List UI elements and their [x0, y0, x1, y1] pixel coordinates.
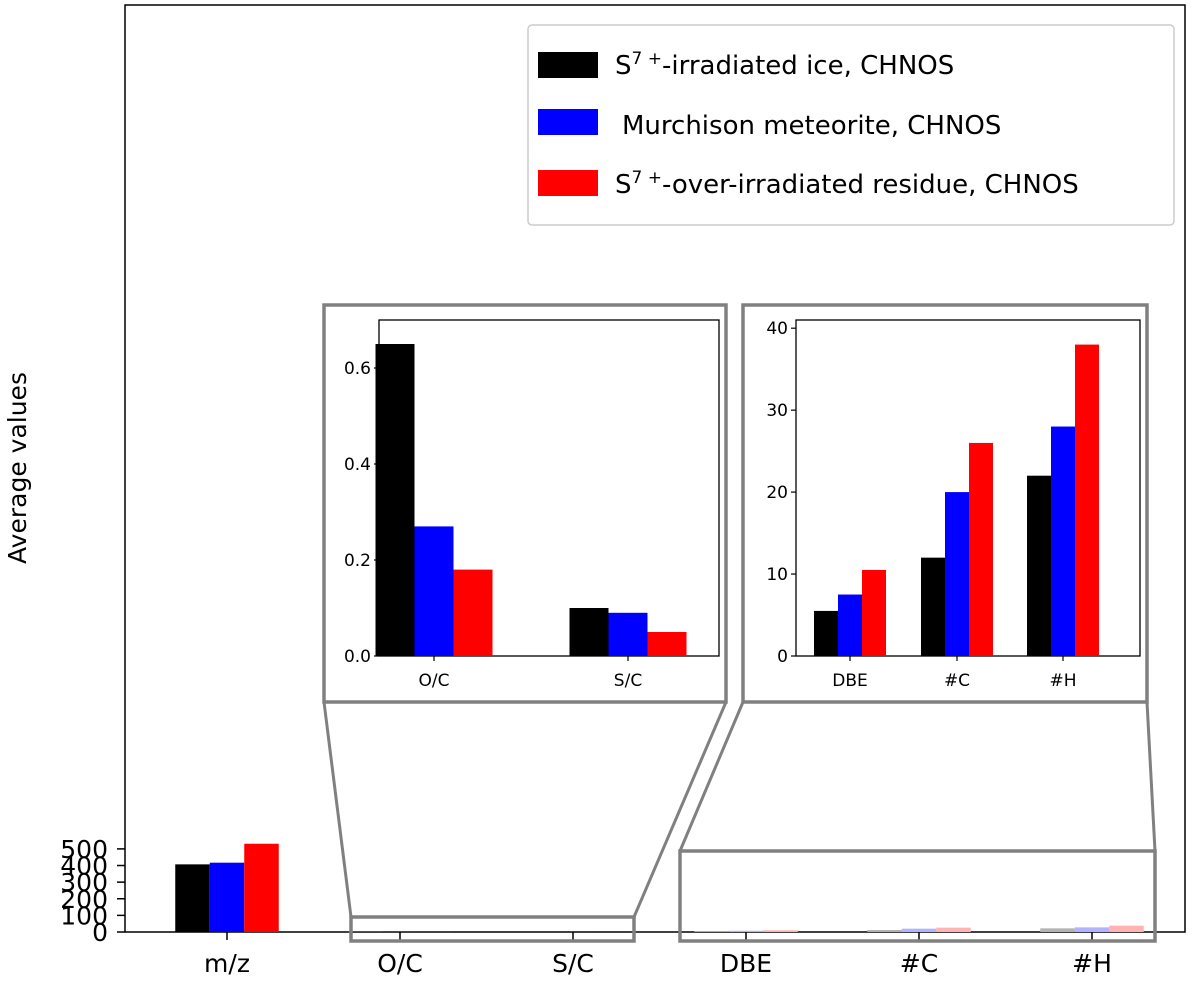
- y-axis-label: Average values: [3, 372, 32, 564]
- y-tick-label: 200: [60, 885, 108, 914]
- connector-line: [632, 701, 728, 918]
- inset-ratio-chart: 0.0 0.2 0.4 0.6 O/C S/C: [322, 303, 728, 704]
- inset-counts-ticks: 0 10 20 30 40 DBE #C #H: [766, 319, 1076, 691]
- inset-bar-C-series-1: [945, 492, 969, 656]
- bar-H-series-1: [1074, 927, 1110, 932]
- inset-y-tick-label: 0: [777, 647, 788, 667]
- bar-C-series-1: [901, 928, 937, 932]
- x-tick-label: #C: [900, 949, 938, 978]
- x-tick-label: DBE: [720, 949, 772, 978]
- legend-entry-murchison: Murchison meteorite, CHNOS: [622, 111, 1001, 141]
- main-plot-frame: [124, 4, 1186, 933]
- legend-box: [527, 24, 1175, 226]
- legend-entry-over-irradiated-residue: S7 +-over-irradiated residue, CHNOS: [615, 168, 1079, 200]
- inset-ratio-ticks: 0.0 0.2 0.4 0.6 O/C S/C: [344, 359, 642, 691]
- bar-H-series-0: [1040, 928, 1075, 932]
- x-tick-label: O/C: [377, 949, 423, 978]
- inset-y-tick-label: 20: [766, 483, 788, 503]
- inset-ratio-bars: [375, 344, 687, 656]
- legend-swatch: [538, 52, 598, 78]
- inset-bar-H-series-2: [1075, 344, 1099, 656]
- inset-y-tick-label: 40: [766, 319, 788, 339]
- inset-bar-OC-series-1: [414, 526, 454, 656]
- inset-bar-H-series-0: [1027, 475, 1051, 656]
- zoom-region-ratio: [349, 915, 636, 943]
- inset-bar-OC-series-2: [453, 569, 493, 656]
- bar-DBE-series-1: [728, 930, 764, 932]
- inset-bar-DBE-series-0: [814, 610, 838, 656]
- bar-DBE-series-0: [694, 931, 729, 932]
- inset-bar-DBE-series-1: [838, 594, 862, 656]
- main-bars: [175, 843, 1144, 932]
- inset-y-tick-label: 0.0: [344, 647, 371, 667]
- x-tick-label: m/z: [204, 949, 250, 978]
- inset-x-tick-label: #C: [944, 671, 970, 691]
- inset-y-tick-label: 0.2: [344, 551, 371, 571]
- inset-bar-DBE-series-2: [862, 569, 886, 656]
- inset-bar-SC-series-2: [647, 632, 687, 656]
- y-tick-label: 300: [60, 868, 108, 897]
- bar-C-series-2: [936, 927, 971, 932]
- connector-line: [1145, 701, 1157, 852]
- inset-x-tick-label: #H: [1049, 671, 1076, 691]
- bar-mz-series-2: [244, 843, 279, 932]
- bar-DBE-series-2: [763, 930, 798, 932]
- inset-bar-C-series-2: [969, 442, 993, 656]
- inset-y-tick-label: 10: [766, 565, 788, 585]
- inset-bar-C-series-0: [921, 557, 945, 656]
- bar-H-series-2: [1109, 925, 1144, 932]
- x-tick-label: #H: [1072, 949, 1112, 978]
- zoom-region-counts: [678, 849, 1157, 943]
- inset-counts-chart: 0 10 20 30 40 DBE #C #H: [741, 303, 1149, 704]
- y-tick-label: 500: [60, 835, 108, 864]
- legend-entry-irradiated-ice: S7 +-irradiated ice, CHNOS: [615, 49, 954, 81]
- bar-mz-series-0: [175, 864, 210, 932]
- inset-bar-H-series-1: [1051, 426, 1075, 656]
- inset-y-tick-label: 0.4: [344, 455, 371, 475]
- inset-x-tick-label: O/C: [419, 671, 450, 691]
- bar-mz-series-1: [209, 862, 245, 932]
- legend-swatch: [538, 109, 598, 135]
- legend: S7 +-irradiated ice, CHNOS Murchison met…: [527, 24, 1175, 226]
- y-tick-label: 0: [92, 918, 108, 947]
- inset-y-tick-label: 30: [766, 401, 788, 421]
- inset-counts-bars: [814, 344, 1099, 656]
- inset-y-tick-label: 0.6: [344, 359, 371, 379]
- connector-line: [678, 701, 745, 852]
- inset-bar-SC-series-0: [569, 608, 609, 656]
- inset-bar-SC-series-1: [608, 612, 648, 656]
- inset-x-tick-label: S/C: [614, 671, 642, 691]
- bar-C-series-0: [867, 930, 902, 932]
- x-tick-label: S/C: [552, 949, 594, 978]
- y-tick-label: 100: [60, 901, 108, 930]
- inset-x-tick-label: DBE: [832, 671, 868, 691]
- legend-swatch: [538, 170, 598, 196]
- inset-bar-OC-series-0: [375, 344, 415, 656]
- y-tick-label: 400: [60, 852, 108, 881]
- connector-line: [322, 701, 353, 918]
